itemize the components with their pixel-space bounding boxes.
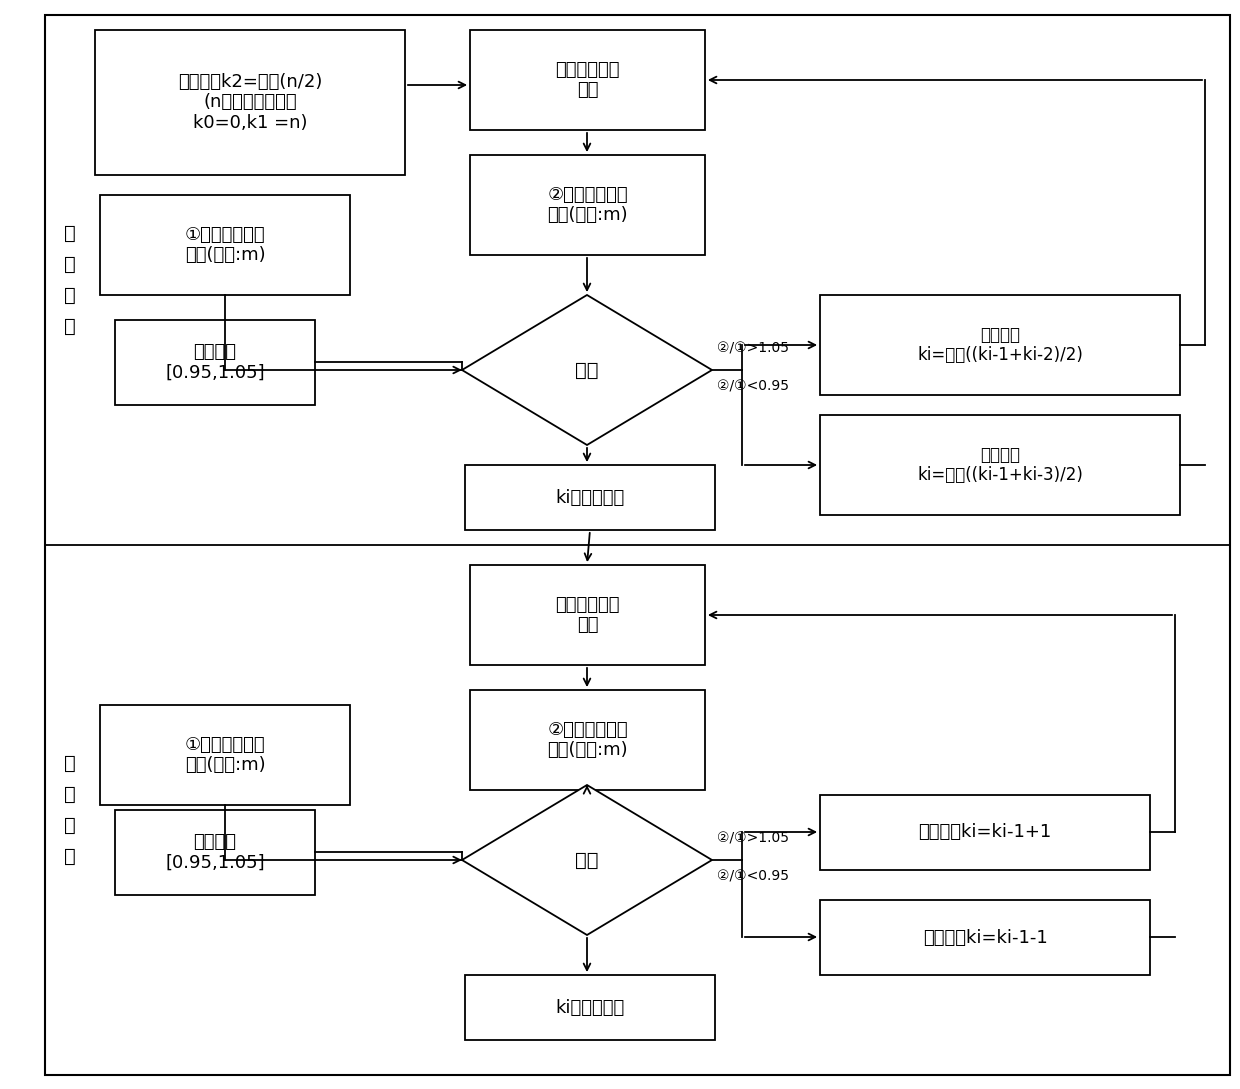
Bar: [820, 900, 1149, 975]
Bar: [465, 465, 715, 530]
Polygon shape: [463, 785, 712, 935]
Text: 置信区间
[0.95,1.05]: 置信区间 [0.95,1.05]: [165, 343, 265, 382]
Text: 划分数量
ki=取整((ki-1+ki-3)/2): 划分数量 ki=取整((ki-1+ki-3)/2): [918, 445, 1083, 485]
Text: ②告警高发区域
半径(单位:m): ②告警高发区域 半径(单位:m): [547, 185, 627, 224]
Bar: [465, 975, 715, 1040]
Text: ②/①<0.95: ②/①<0.95: [717, 870, 789, 884]
Polygon shape: [463, 295, 712, 445]
Text: ki值为确定值: ki值为确定值: [556, 999, 625, 1016]
Text: 比对: 比对: [575, 360, 599, 379]
Text: 划分数量ki=ki-1+1: 划分数量ki=ki-1+1: [919, 823, 1052, 842]
Bar: [470, 155, 706, 255]
Bar: [470, 690, 706, 790]
Text: 划分数量k2=取整(n/2)
(n为数据总数量，
k0=0,k1 =n): 划分数量k2=取整(n/2) (n为数据总数量， k0=0,k1 =n): [177, 73, 322, 132]
Text: ②告警高发区域
半径(单位:m): ②告警高发区域 半径(单位:m): [547, 721, 627, 759]
Text: 在
线
决
策: 在 线 决 策: [64, 754, 76, 866]
Bar: [100, 705, 350, 805]
Text: 划分数量ki=ki-1-1: 划分数量ki=ki-1-1: [923, 929, 1048, 946]
Text: ②/①<0.95: ②/①<0.95: [717, 380, 789, 394]
Bar: [820, 295, 1180, 395]
Bar: [820, 415, 1180, 515]
Text: 告警高发区域
识别: 告警高发区域 识别: [556, 61, 620, 99]
Text: 置信区间
[0.95,1.05]: 置信区间 [0.95,1.05]: [165, 833, 265, 872]
Bar: [115, 810, 315, 895]
Text: ①检修人员巡视
半径(单位:m): ①检修人员巡视 半径(单位:m): [185, 225, 265, 265]
Bar: [470, 30, 706, 130]
Bar: [100, 195, 350, 295]
Bar: [115, 320, 315, 405]
Bar: [820, 795, 1149, 870]
Text: ②/①>1.05: ②/①>1.05: [717, 341, 789, 355]
Text: 离
线
训
练: 离 线 训 练: [64, 224, 76, 337]
Text: 划分数量
ki=取整((ki-1+ki-2)/2): 划分数量 ki=取整((ki-1+ki-2)/2): [918, 326, 1083, 365]
Bar: [470, 565, 706, 665]
Text: 比对: 比对: [575, 851, 599, 869]
Bar: [95, 30, 405, 175]
Text: ①检修人员巡视
半径(单位:m): ①检修人员巡视 半径(单位:m): [185, 735, 265, 774]
Text: ②/①>1.05: ②/①>1.05: [717, 831, 789, 845]
Text: ki值为建议值: ki值为建议值: [556, 489, 625, 506]
Text: 高发告警区域
识别: 高发告警区域 识别: [556, 596, 620, 635]
